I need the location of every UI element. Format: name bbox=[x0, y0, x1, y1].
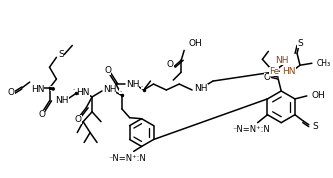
Text: NH: NH bbox=[194, 83, 207, 93]
Text: ⁻N=N⁺:N: ⁻N=N⁺:N bbox=[233, 125, 270, 134]
Text: ⁻N=N⁺:N: ⁻N=N⁺:N bbox=[109, 154, 147, 163]
Text: O: O bbox=[8, 88, 15, 98]
Text: Fe: Fe bbox=[269, 67, 279, 76]
Text: ··: ·· bbox=[119, 89, 123, 94]
Text: O: O bbox=[75, 115, 82, 124]
Text: CH₃: CH₃ bbox=[317, 59, 331, 68]
Text: O: O bbox=[264, 73, 271, 82]
Text: O: O bbox=[38, 110, 45, 119]
Text: S: S bbox=[58, 50, 64, 59]
Text: ··: ·· bbox=[73, 87, 76, 92]
Text: O: O bbox=[167, 60, 174, 69]
Text: HN: HN bbox=[31, 85, 44, 93]
Text: S: S bbox=[297, 39, 303, 48]
Text: S: S bbox=[313, 122, 318, 131]
Text: NH: NH bbox=[56, 96, 69, 105]
Text: NH: NH bbox=[103, 85, 117, 95]
Text: NH: NH bbox=[126, 80, 139, 88]
Text: HN: HN bbox=[282, 67, 296, 76]
Text: NH: NH bbox=[275, 56, 288, 65]
Text: ··: ·· bbox=[141, 84, 144, 89]
Text: HN: HN bbox=[76, 88, 90, 98]
Text: O: O bbox=[105, 66, 112, 75]
Text: OH: OH bbox=[312, 91, 325, 100]
Text: OH: OH bbox=[188, 39, 202, 48]
Text: ●: ● bbox=[51, 85, 55, 90]
